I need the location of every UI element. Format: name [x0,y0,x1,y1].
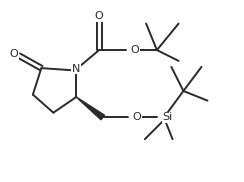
Polygon shape [76,97,104,120]
Text: O: O [130,45,139,55]
Text: Si: Si [163,112,173,122]
Text: N: N [72,64,81,74]
Text: O: O [9,49,18,59]
Text: O: O [95,11,103,21]
Text: O: O [132,112,141,122]
